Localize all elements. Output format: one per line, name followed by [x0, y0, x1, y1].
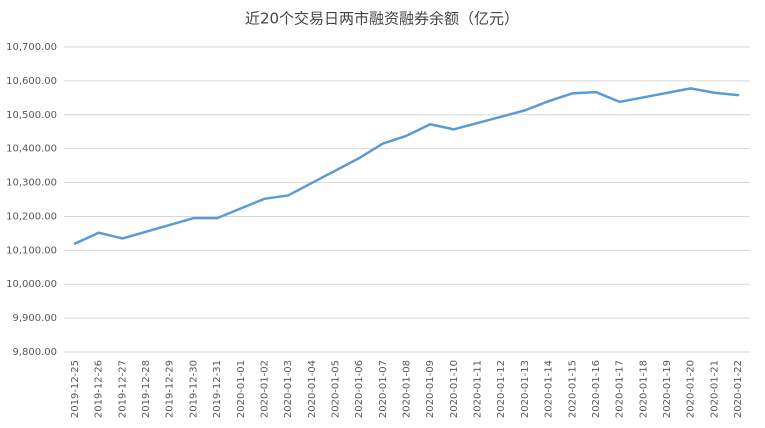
y-tick-label: 10,700.00: [6, 42, 57, 53]
x-tick-label: 2019-12-27: [117, 360, 128, 418]
x-tick-label: 2020-01-09: [425, 360, 436, 418]
x-tick-label: 2020-01-21: [709, 360, 720, 418]
y-tick-label: 10,500.00: [6, 110, 57, 121]
x-tick-label: 2020-01-10: [449, 360, 460, 418]
x-tick-label: 2019-12-26: [94, 360, 105, 418]
x-tick-label: 2020-01-20: [686, 360, 697, 418]
line: [73, 87, 740, 245]
y-tick-label: 10,000.00: [6, 279, 57, 290]
y-tick-label: 10,300.00: [6, 178, 57, 189]
y-tick-label: 10,400.00: [6, 144, 57, 155]
x-tick-label: 2020-01-03: [283, 360, 294, 418]
x-tick-label: 2020-01-06: [354, 360, 365, 418]
y-tick-label: 9,900.00: [12, 313, 57, 324]
x-tick-label: 2020-01-15: [567, 360, 578, 418]
x-tick-label: 2020-01-18: [638, 360, 649, 418]
y-tick-label: 10,600.00: [6, 76, 57, 87]
x-tick-label: 2019-12-25: [70, 360, 81, 418]
x-tick-label: 2020-01-11: [473, 360, 484, 418]
x-tick-label: 2020-01-16: [591, 360, 602, 418]
y-tick-label: 9,800.00: [12, 347, 57, 358]
x-tick-label: 2020-01-14: [544, 360, 555, 418]
x-tick-label: 2019-12-31: [212, 360, 223, 418]
y-tick-label: 10,100.00: [6, 245, 57, 256]
chart-title: 近20个交易日两市融资融券余额（亿元）: [245, 10, 519, 28]
x-tick-label: 2020-01-13: [520, 360, 531, 418]
x-tick-label: 2020-01-19: [662, 360, 673, 418]
x-tick-label: 2020-01-22: [733, 360, 744, 418]
x-tick-label: 2019-12-29: [165, 360, 176, 418]
x-tick-label: 2020-01-02: [259, 360, 270, 418]
x-tick-label: 2020-01-12: [496, 360, 507, 418]
x-tick-label: 2019-12-28: [141, 360, 152, 418]
x-tick-label: 2020-01-07: [378, 360, 389, 418]
x-tick-label: 2020-01-05: [330, 360, 341, 418]
x-tick-label: 2019-12-30: [188, 360, 199, 418]
x-tick-label: 2020-01-01: [236, 360, 247, 418]
x-tick-label: 2020-01-04: [307, 360, 318, 418]
y-tick-label: 10,200.00: [6, 211, 57, 222]
x-tick-label: 2020-01-08: [402, 360, 413, 418]
x-tick-label: 2020-01-17: [615, 360, 626, 418]
